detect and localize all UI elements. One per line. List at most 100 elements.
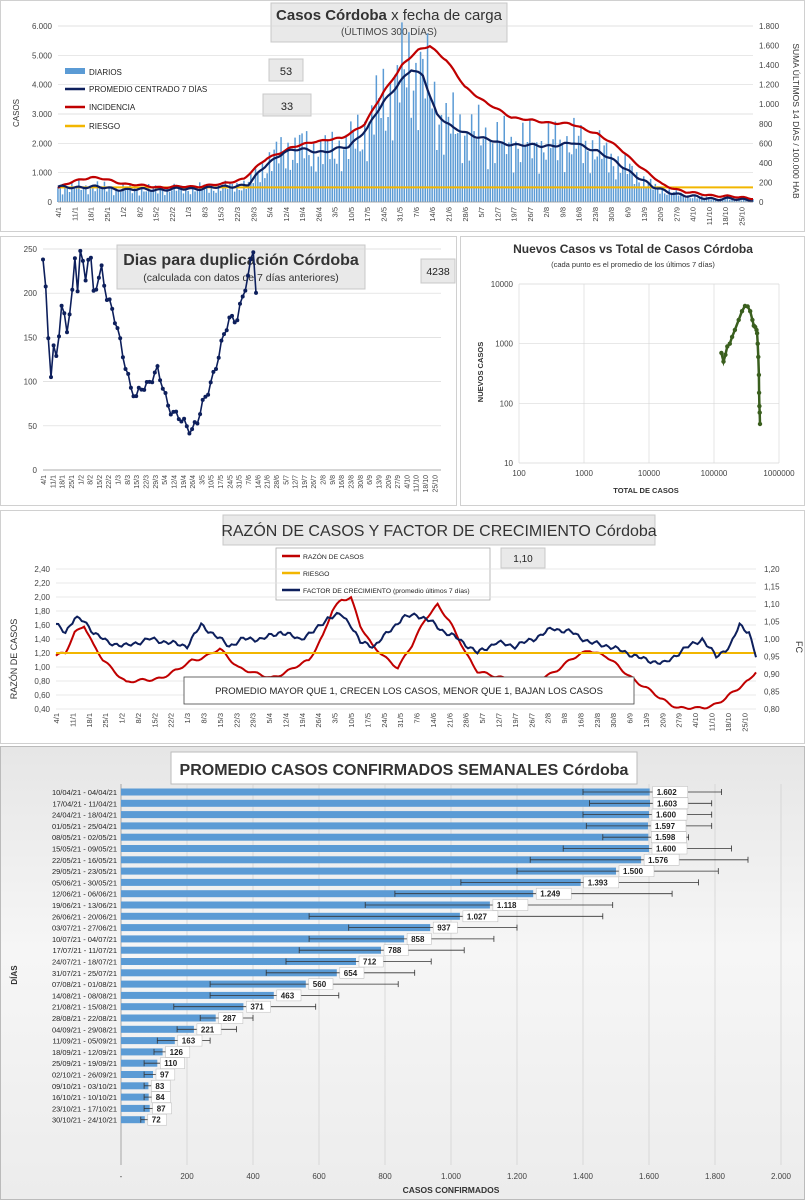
diarios-bar bbox=[473, 131, 475, 202]
duplicacion-point bbox=[120, 355, 125, 360]
razon-xtick: 4/1 bbox=[52, 713, 61, 723]
nuevos-xtick: 10000 bbox=[638, 469, 661, 478]
duplicacion-point bbox=[200, 397, 205, 402]
duplicacion-point bbox=[102, 283, 107, 288]
razon-xtick: 26/7 bbox=[527, 713, 536, 728]
semanal-value-label: 1.027 bbox=[467, 912, 488, 921]
diarios-bar bbox=[554, 121, 557, 202]
dup-xtick: 12/4 bbox=[171, 475, 178, 489]
nuevos-title: Nuevos Casos vs Total de Casos Córdoba bbox=[513, 242, 753, 256]
casos-ytick: 5.000 bbox=[32, 51, 53, 60]
diarios-bar bbox=[680, 192, 682, 202]
casos-xtick: 12/7 bbox=[493, 207, 502, 222]
nuevos-point bbox=[756, 390, 762, 395]
semanal-value-label: 1.576 bbox=[648, 856, 669, 865]
casos-y2tick: 1.400 bbox=[759, 61, 780, 70]
casos-xtick: 21/6 bbox=[445, 207, 454, 222]
razon-box-label: 1,10 bbox=[513, 554, 533, 565]
razon-xtick: 3/5 bbox=[331, 713, 340, 723]
nuevos-point bbox=[727, 341, 732, 346]
diarios-bar bbox=[92, 188, 94, 202]
razon-y2tick: 0,95 bbox=[764, 653, 780, 662]
duplicacion-point bbox=[99, 263, 104, 268]
casos-y2tick: 1.000 bbox=[759, 100, 780, 109]
diarios-bar bbox=[219, 190, 222, 202]
semanal-bar bbox=[121, 991, 274, 999]
razon-xtick: 5/7 bbox=[478, 713, 487, 723]
diarios-bar bbox=[287, 142, 289, 202]
nuevos-ytick: 100 bbox=[500, 399, 514, 408]
duplicacion-point bbox=[112, 321, 117, 326]
semanal-category: 11/09/21 - 05/09/21 bbox=[53, 1037, 118, 1046]
diarios-bar bbox=[73, 186, 75, 202]
duplicacion-point bbox=[70, 287, 75, 292]
diarios-bar bbox=[166, 187, 168, 202]
diarios-bar bbox=[138, 195, 141, 202]
semanal-xtick: 800 bbox=[378, 1172, 392, 1181]
semanal-bar bbox=[121, 878, 581, 886]
razon-note-box bbox=[183, 676, 635, 705]
nuevos-ytick: 1000 bbox=[495, 340, 513, 349]
diarios-bar bbox=[489, 140, 491, 202]
diarios-bar bbox=[517, 148, 519, 202]
semanal-xtick: 1.200 bbox=[507, 1172, 528, 1181]
casos-xtick: 8/2 bbox=[135, 207, 144, 217]
diarios-bar bbox=[466, 132, 468, 202]
diarios-bar bbox=[71, 181, 73, 202]
diarios-bar bbox=[724, 198, 726, 202]
duplicacion-point bbox=[222, 332, 226, 337]
casos-ytick: 3.000 bbox=[32, 110, 53, 119]
diarios-bar bbox=[371, 105, 373, 202]
semanal-value-label: 1.600 bbox=[656, 811, 677, 820]
legend-label-riesgo-razon: RIESGO bbox=[303, 571, 329, 578]
diarios-bar bbox=[247, 181, 250, 202]
diarios-bar bbox=[545, 159, 547, 202]
razon-xtick: 27/9 bbox=[675, 713, 684, 728]
dup-xtick: 27/9 bbox=[395, 475, 402, 489]
diarios-bar bbox=[480, 145, 482, 202]
nuevos-point bbox=[756, 354, 761, 360]
duplicacion-point bbox=[75, 289, 80, 294]
razon-ytick: 1,00 bbox=[34, 663, 50, 672]
diarios-bar bbox=[561, 144, 564, 202]
diarios-bar bbox=[317, 156, 319, 202]
diarios-bar bbox=[645, 187, 647, 202]
semanal-value-label: 1.118 bbox=[497, 901, 517, 910]
diarios-bar bbox=[673, 192, 675, 202]
diarios-bar bbox=[240, 190, 243, 202]
razon-xtick: 18/1 bbox=[85, 713, 94, 728]
diarios-bar bbox=[140, 187, 143, 202]
diarios-bar bbox=[326, 139, 329, 202]
razon-y2tick: 1,00 bbox=[764, 635, 780, 644]
diarios-bar bbox=[252, 183, 254, 202]
casos-xtick: 3/5 bbox=[331, 207, 340, 217]
diarios-bar bbox=[477, 104, 480, 202]
nuevos-ytick: 10 bbox=[504, 459, 513, 468]
legend-label-promedio: PROMEDIO CENTRADO 7 DÍAS bbox=[89, 85, 207, 94]
semanal-bar bbox=[121, 788, 650, 796]
casos-xtick: 25/10 bbox=[737, 207, 746, 226]
diarios-bar bbox=[622, 168, 624, 202]
razon-xtick: 15/2 bbox=[150, 713, 159, 728]
semanal-category: 01/05/21 - 25/04/21 bbox=[52, 822, 117, 831]
nuevos-ylabel: NUEVOS CASOS bbox=[476, 342, 485, 402]
diarios-bar bbox=[550, 148, 552, 202]
casos-xtick: 30/8 bbox=[607, 207, 616, 222]
razon-xtick: 6/9 bbox=[626, 713, 635, 723]
semanal-bar bbox=[121, 1025, 194, 1033]
diarios-bar bbox=[136, 190, 138, 202]
casos-xtick: 12/4 bbox=[282, 207, 291, 222]
semanal-category: 03/07/21 - 27/06/21 bbox=[52, 924, 117, 933]
razon-xtick: 26/4 bbox=[314, 713, 323, 728]
duplicacion-point bbox=[126, 371, 131, 376]
semanal-value-label: 1.249 bbox=[540, 890, 561, 899]
semanal-value-label: 1.602 bbox=[657, 788, 678, 797]
diarios-bar bbox=[612, 166, 615, 202]
semanal-xtick: - bbox=[120, 1172, 123, 1181]
diarios-bar bbox=[164, 195, 166, 202]
legend-label-diarios: DIARIOS bbox=[89, 68, 122, 77]
promedio-semanal-panel: PROMEDIO CASOS CONFIRMADOS SEMANALES Cór… bbox=[0, 746, 805, 1200]
diarios-bar bbox=[236, 182, 238, 202]
semanal-category: 28/08/21 - 22/08/21 bbox=[52, 1014, 117, 1023]
diarios-bar bbox=[403, 69, 405, 202]
